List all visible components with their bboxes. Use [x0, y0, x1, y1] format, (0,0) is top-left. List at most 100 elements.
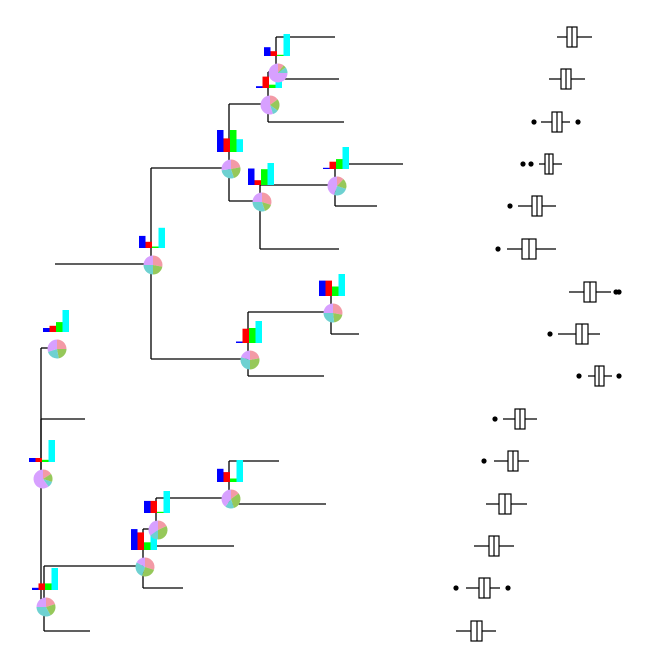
- node-bar: [223, 138, 230, 152]
- node-bar: [236, 139, 243, 152]
- pie-slice: [43, 479, 53, 487]
- boxplot-outlier: [505, 585, 511, 591]
- pie-slice: [262, 192, 272, 205]
- pie-slice: [268, 63, 288, 83]
- node-bar: [217, 468, 224, 482]
- pie-slice: [260, 95, 273, 115]
- node-bar: [342, 147, 349, 169]
- pie-slice: [270, 105, 278, 115]
- pie-slice: [231, 167, 241, 179]
- node-bar: [254, 180, 261, 185]
- pie-slice: [252, 192, 262, 202]
- boxplot-outlier: [547, 331, 553, 337]
- node-bar: [51, 568, 58, 590]
- boxplot-outlier: [576, 373, 582, 379]
- node-bar: [48, 440, 55, 462]
- node-bar: [43, 328, 50, 332]
- pie-slice: [142, 567, 155, 577]
- node-bar: [158, 227, 165, 248]
- boxplot-outlier: [481, 458, 487, 464]
- pie-slice: [47, 339, 57, 352]
- pie-slice: [135, 562, 145, 577]
- pie-slice: [36, 607, 51, 617]
- boxplot-outlier: [531, 119, 537, 125]
- pie-slice: [148, 520, 158, 536]
- pie-slice: [250, 350, 260, 360]
- pie-slice: [327, 176, 337, 196]
- node-bar: [49, 325, 56, 332]
- node-bar: [144, 500, 151, 513]
- pie-slice: [57, 339, 67, 349]
- pie-slice: [57, 349, 67, 359]
- node-bar: [325, 280, 332, 296]
- pie-slice: [225, 499, 234, 509]
- pie-slice: [231, 493, 241, 509]
- pie-slice: [153, 265, 163, 275]
- pie-slice: [323, 303, 333, 313]
- node-bar: [131, 529, 138, 550]
- pie-slice: [250, 358, 260, 370]
- node-bar: [230, 478, 237, 482]
- node-bar: [332, 286, 339, 296]
- node-bar: [62, 310, 69, 332]
- node-bar: [256, 86, 263, 88]
- pie-slice: [221, 169, 234, 179]
- pie-slice: [46, 604, 56, 616]
- pie-slice: [270, 95, 278, 105]
- node-bar: [329, 161, 336, 169]
- boxplot-outlier: [495, 246, 501, 252]
- pie-slice: [337, 179, 347, 189]
- pie-slice: [240, 357, 250, 370]
- pie-slice: [221, 489, 231, 507]
- pie-slice: [47, 349, 59, 359]
- node-bar: [264, 47, 271, 56]
- boxplot-outlier: [507, 203, 513, 209]
- pie-slice: [158, 520, 167, 530]
- node-bar: [255, 321, 262, 343]
- boxplot-outlier: [575, 119, 581, 125]
- node-bar: [42, 459, 49, 462]
- pie-slice: [136, 557, 145, 567]
- node-bar: [249, 328, 256, 343]
- node-bar: [29, 458, 36, 462]
- pie-slice: [337, 176, 344, 186]
- node-bar: [35, 458, 42, 462]
- boxplot-outlier: [616, 373, 622, 379]
- node-bar: [145, 241, 152, 248]
- boxplot-outlier: [520, 161, 526, 167]
- node-bar: [319, 280, 326, 296]
- node-bar: [336, 159, 343, 169]
- pie-slice: [231, 159, 241, 169]
- node-bar: [32, 587, 39, 590]
- node-bar: [323, 167, 330, 169]
- pie-slice: [334, 186, 347, 196]
- pie-slice: [333, 313, 343, 323]
- pie-slice: [145, 557, 155, 570]
- node-bar: [267, 163, 274, 185]
- node-bar: [261, 169, 268, 185]
- pie-slice: [43, 469, 52, 479]
- boxplot-outlier: [492, 416, 498, 422]
- node-bar: [262, 76, 269, 88]
- pie-slice: [36, 597, 46, 607]
- pie-slice: [150, 530, 158, 540]
- node-bar: [38, 583, 45, 590]
- node-bar: [270, 51, 277, 56]
- node-bar: [242, 328, 249, 343]
- node-bar: [137, 532, 144, 550]
- node-bar: [236, 341, 243, 343]
- pie-slice: [278, 63, 284, 73]
- pie-slice: [262, 202, 272, 212]
- pie-slice: [43, 473, 53, 482]
- pie-slice: [143, 265, 153, 275]
- node-bar: [163, 491, 170, 513]
- node-bar: [56, 322, 63, 332]
- pie-slice: [231, 489, 239, 499]
- boxplot-outlier: [616, 289, 622, 295]
- node-bar: [157, 511, 164, 513]
- pie-slice: [221, 159, 231, 171]
- node-bar: [217, 130, 224, 152]
- pie-slice: [278, 65, 286, 73]
- pie-slice: [333, 303, 343, 315]
